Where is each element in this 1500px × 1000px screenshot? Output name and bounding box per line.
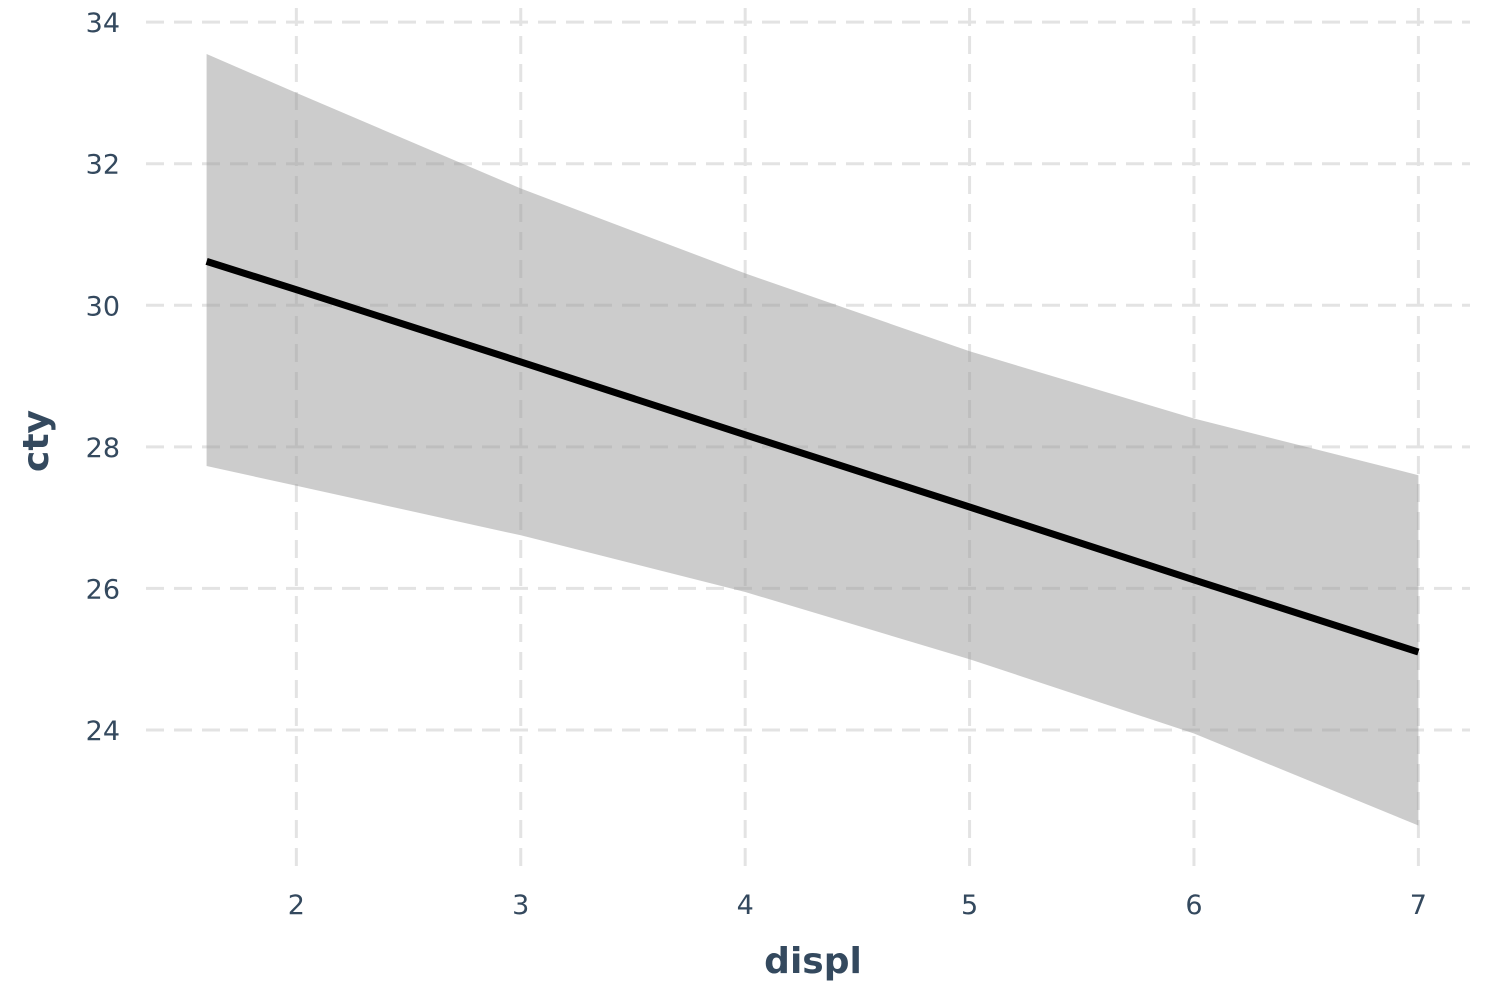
- x-tick-label: 5: [961, 890, 978, 921]
- y-tick-labels: 24 26 28 30 32 34: [86, 8, 120, 747]
- y-tick-label: 32: [86, 150, 120, 181]
- x-tick-label: 6: [1185, 890, 1202, 921]
- x-tick-label: 4: [737, 890, 754, 921]
- y-axis-title: cty: [16, 410, 57, 472]
- x-tick-label: 2: [288, 890, 305, 921]
- y-tick-label: 26: [86, 574, 120, 605]
- y-tick-label: 30: [86, 291, 120, 322]
- x-axis-title: displ: [764, 941, 862, 982]
- y-tick-label: 28: [86, 433, 120, 464]
- y-tick-label: 24: [86, 716, 120, 747]
- y-tick-label: 34: [86, 8, 120, 39]
- fit-line: [205, 258, 1420, 656]
- x-tick-label: 3: [512, 890, 529, 921]
- x-tick-labels: 2 3 4 5 6 7: [288, 890, 1427, 921]
- x-tick-label: 7: [1410, 890, 1427, 921]
- confidence-band: [206, 54, 1419, 826]
